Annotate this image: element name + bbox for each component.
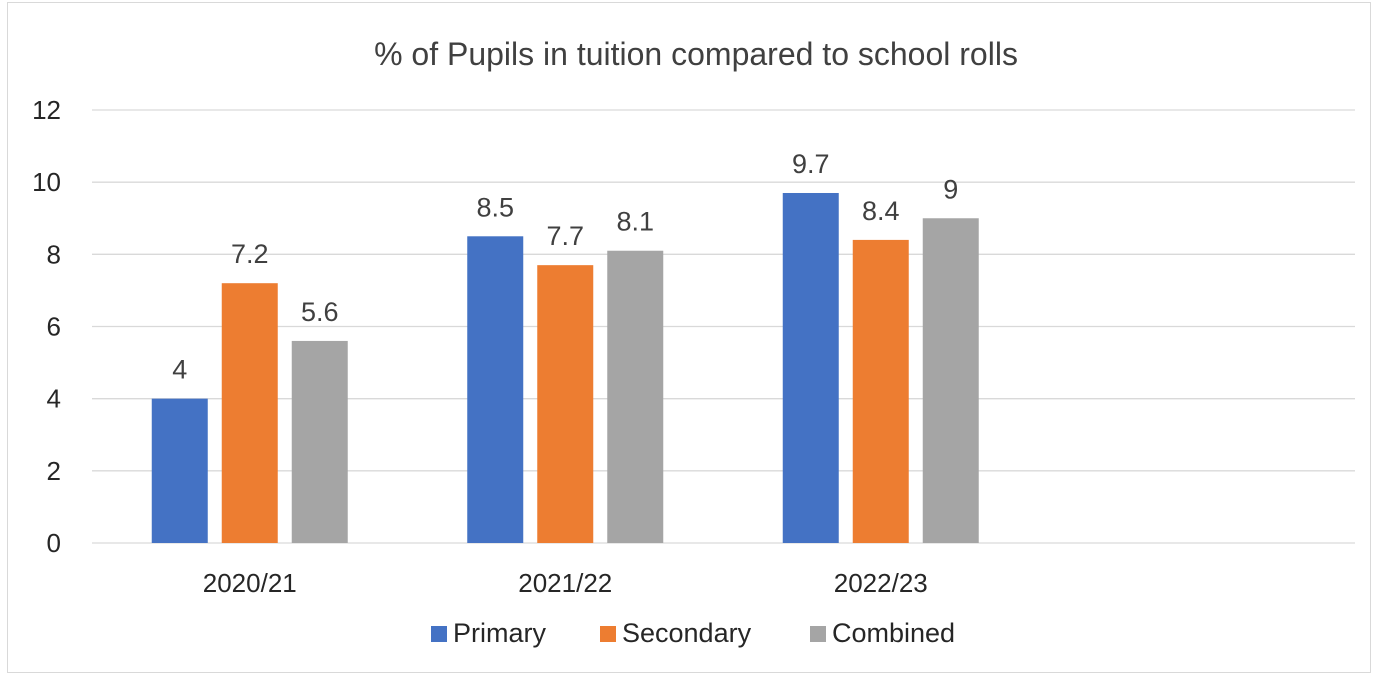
legend-label-combined: Combined [832,618,955,648]
y-tick-label-12: 12 [32,95,61,125]
legend-swatch-secondary [600,626,616,642]
category-label-2020-21: 2020/21 [203,568,297,598]
data-label-combined-2022-23: 9 [943,174,958,204]
data-label-primary-2022-23: 9.7 [792,149,830,179]
y-axis-ticks: 0 2 4 6 8 10 12 [32,95,61,558]
data-label-secondary-2021-22: 7.7 [546,221,584,251]
gridlines [92,109,1355,544]
bar-primary-2020-21 [151,398,208,543]
data-label-combined-2020-21: 5.6 [301,297,339,327]
chart-title: % of Pupils in tuition compared to schoo… [374,36,1018,72]
bars [151,192,979,543]
legend-label-secondary: Secondary [622,618,752,648]
data-labels: 4 7.2 5.6 8.5 7.7 8.1 9.7 8.4 9 [172,149,958,385]
legend-swatch-primary [431,626,447,642]
y-tick-label-8: 8 [47,239,61,269]
category-labels: 2020/21 2021/22 2022/23 [203,568,928,598]
bar-primary-2022-23 [782,192,839,543]
bar-secondary-2020-21 [221,283,278,543]
data-label-secondary-2020-21: 7.2 [231,239,269,269]
data-label-primary-2020-21: 4 [172,355,187,385]
y-tick-label-4: 4 [47,384,61,414]
data-label-secondary-2022-23: 8.4 [862,196,900,226]
data-label-primary-2021-22: 8.5 [476,192,514,222]
category-label-2021-22: 2021/22 [518,568,612,598]
bar-secondary-2021-22 [537,265,594,543]
y-tick-label-0: 0 [47,528,61,558]
bar-secondary-2022-23 [852,239,909,543]
y-tick-label-2: 2 [47,456,61,486]
legend: Primary Secondary Combined [431,618,955,648]
data-label-combined-2021-22: 8.1 [616,207,654,237]
legend-label-primary: Primary [453,618,546,648]
y-tick-label-10: 10 [32,167,61,197]
bar-primary-2021-22 [467,236,524,543]
bar-combined-2020-21 [291,340,348,543]
category-label-2022-23: 2022/23 [834,568,928,598]
bar-combined-2021-22 [607,250,664,543]
bar-combined-2022-23 [922,218,979,543]
y-tick-label-6: 6 [47,312,61,342]
legend-swatch-combined [810,626,826,642]
